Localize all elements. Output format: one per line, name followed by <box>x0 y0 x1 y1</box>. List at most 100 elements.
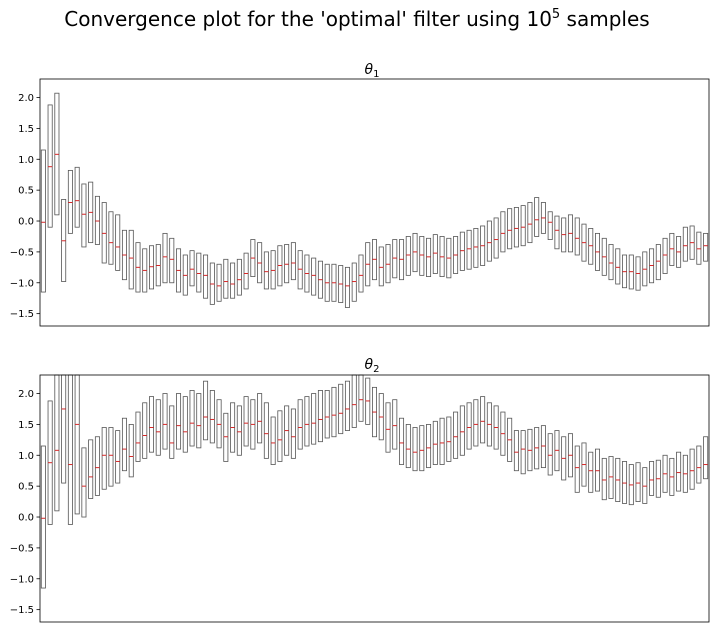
box <box>142 402 148 459</box>
box <box>162 232 168 284</box>
box <box>277 410 283 462</box>
box <box>622 461 628 504</box>
panel-title-theta1: θ1 <box>365 62 380 80</box>
box <box>540 425 546 469</box>
box <box>101 202 107 264</box>
box <box>243 396 249 447</box>
box <box>311 393 317 445</box>
box <box>297 399 303 450</box>
box <box>588 228 594 265</box>
box <box>649 461 655 496</box>
box <box>520 430 526 475</box>
box <box>47 104 53 228</box>
box <box>101 427 107 490</box>
box <box>257 393 263 444</box>
box <box>662 237 668 274</box>
box <box>128 423 134 478</box>
box <box>223 258 229 299</box>
y-axis-theta1: −1.5 −1.0 −0.5 0.0 0.5 1.0 1.5 2.0 <box>10 93 40 320</box>
plot-frame-theta1 <box>39 78 710 327</box>
box <box>405 236 411 276</box>
box <box>513 430 519 472</box>
box <box>189 250 195 287</box>
box <box>344 380 350 431</box>
box <box>263 402 269 459</box>
box <box>128 229 134 290</box>
box <box>67 374 73 525</box>
y-tick-label: 2.0 <box>18 389 34 400</box>
box <box>480 396 486 444</box>
box <box>216 263 222 302</box>
box <box>74 374 80 515</box>
box <box>317 390 323 443</box>
box <box>392 239 398 279</box>
box <box>642 467 648 504</box>
box <box>54 374 60 512</box>
box <box>290 242 296 281</box>
box <box>311 257 317 296</box>
y-tick-label: −0.5 <box>10 247 34 258</box>
box <box>473 399 479 447</box>
box <box>115 214 121 271</box>
box <box>696 445 702 484</box>
box <box>135 411 141 462</box>
box <box>655 244 661 281</box>
box <box>155 399 161 456</box>
box <box>149 245 155 290</box>
box <box>385 402 391 453</box>
box <box>67 169 73 234</box>
box <box>209 390 215 444</box>
box <box>81 447 87 518</box>
box <box>338 383 344 435</box>
panel-theta2: θ2 −1.5 −1.0 −0.5 0.0 0.5 1.0 1.5 2.0 <box>10 357 710 623</box>
box <box>203 380 209 441</box>
box <box>149 396 155 453</box>
box <box>473 228 479 268</box>
box <box>554 215 560 250</box>
box <box>169 405 175 459</box>
y-tick-label: 1.0 <box>18 155 34 166</box>
y-tick-label: 0.5 <box>18 482 34 493</box>
box <box>703 436 709 480</box>
box <box>108 211 114 265</box>
box <box>182 396 188 453</box>
box <box>608 456 614 499</box>
box <box>608 244 614 281</box>
box <box>358 374 364 422</box>
y-tick-label: 2.0 <box>18 93 34 104</box>
box <box>385 244 391 284</box>
box <box>94 195 100 245</box>
box <box>412 427 418 472</box>
box <box>399 417 405 465</box>
box <box>74 166 80 228</box>
box <box>297 250 303 290</box>
box <box>304 396 310 447</box>
box <box>466 229 472 270</box>
figure-title: Convergence plot for the 'optimal' filte… <box>64 7 649 31</box>
box <box>547 211 553 240</box>
box <box>574 217 580 256</box>
box <box>419 425 425 472</box>
box <box>203 254 209 299</box>
box <box>270 250 276 290</box>
box <box>81 183 87 248</box>
box <box>344 266 350 308</box>
box <box>61 374 67 484</box>
box <box>392 399 398 450</box>
box <box>162 393 168 450</box>
box <box>574 445 580 493</box>
y-tick-label: 1.5 <box>18 420 34 431</box>
box <box>324 390 330 439</box>
box-marks-theta2 <box>40 374 709 589</box>
y-tick-label: 1.0 <box>18 451 34 462</box>
box <box>412 232 418 273</box>
box <box>419 236 425 276</box>
box <box>270 416 276 465</box>
box <box>40 445 46 589</box>
box <box>513 207 519 248</box>
box <box>493 217 499 259</box>
y-tick-label: −0.5 <box>10 543 34 554</box>
y-axis-theta2: −1.5 −1.0 −0.5 0.0 0.5 1.0 1.5 2.0 <box>10 389 40 616</box>
box <box>527 202 533 244</box>
